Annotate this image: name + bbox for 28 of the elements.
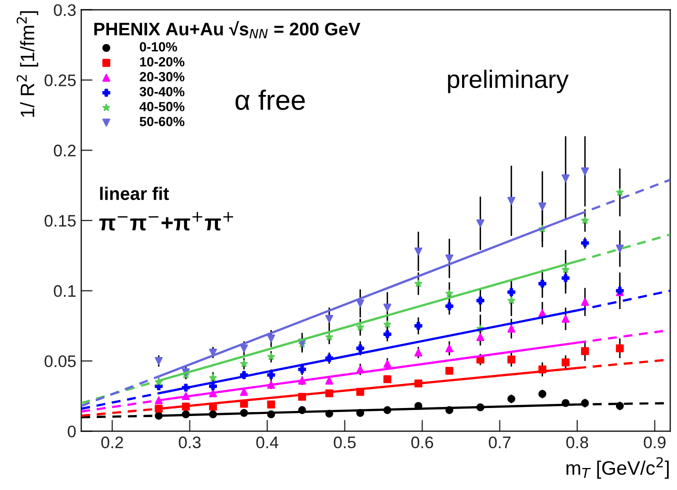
legend-label: 50-60% [140, 116, 184, 126]
y-tick-label: 0.05 [44, 355, 76, 368]
x-tick-label: 0.5 [334, 436, 356, 448]
legend-label: 40-50% [139, 102, 184, 112]
y-tick-label: 0.15 [44, 214, 76, 227]
legend-label: 0-10% [140, 42, 178, 52]
x-tick-label: 0.8 [566, 436, 588, 448]
y-tick-label: 0.2 [54, 144, 76, 156]
annotation: preliminary [448, 70, 569, 94]
x-tick-label: 0.6 [411, 436, 434, 448]
x-tick-label: 0.2 [101, 436, 123, 448]
y-tick-label: 0.3 [54, 4, 76, 16]
legend-label: 30-40% [140, 86, 184, 96]
y-tick-label: 0.1 [54, 285, 76, 297]
x-tick-label: 0.4 [256, 436, 278, 448]
annotation: α free [236, 90, 305, 110]
y-tick-label: 0 [68, 426, 76, 438]
y-tick-label: 0.25 [44, 74, 76, 86]
legend-title: PHENIX Au+Au √s$_{NN}$ = 200 GeV [94, 21, 360, 38]
legend-label: 20-30% [140, 72, 184, 82]
x-axis-title: m$_{T}$ [GeV/c$^{2}$] [566, 457, 669, 479]
annotation: linear fit [100, 186, 169, 200]
annotation: π$^{−}$π$^{−}$+π$^{+}$π$^{+}$ [99, 212, 234, 230]
y-axis-title: 1/ R$^{2}$ [1/fm$^{2}$] [16, 11, 38, 117]
x-tick-label: 0.9 [644, 436, 666, 448]
x-tick-label: 0.3 [178, 436, 201, 448]
legend-label: 10-20% [140, 57, 184, 66]
x-tick-label: 0.7 [488, 436, 510, 448]
